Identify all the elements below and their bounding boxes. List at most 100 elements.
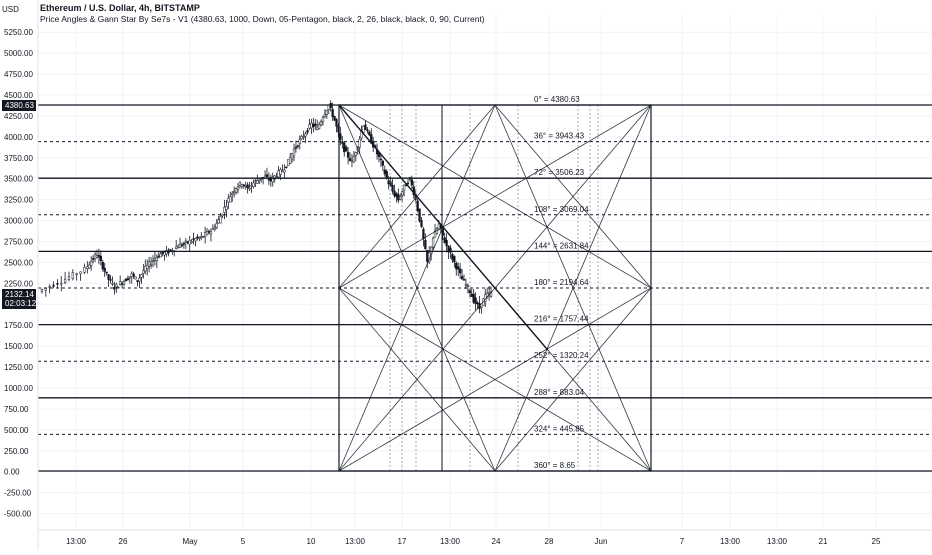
time-tick-label: 13:00 bbox=[440, 537, 461, 546]
candle-body bbox=[319, 121, 323, 126]
gann-level-label: 108° = 3069.04 bbox=[534, 205, 589, 214]
candle-body bbox=[451, 254, 454, 260]
candle-body bbox=[294, 146, 298, 149]
price-tick-label: 5250.00 bbox=[4, 28, 33, 37]
price-tick-label: 750.00 bbox=[4, 405, 29, 414]
gann-level-label: 36° = 3943.43 bbox=[534, 132, 585, 141]
candle-body bbox=[95, 255, 99, 258]
candle-body bbox=[256, 180, 259, 184]
candle-body bbox=[385, 171, 388, 179]
candle-body bbox=[48, 286, 51, 288]
candle-body bbox=[458, 268, 462, 274]
candle-body bbox=[63, 278, 67, 284]
candle-body bbox=[225, 206, 228, 210]
time-tick-label: 13:00 bbox=[345, 537, 366, 546]
candle-body bbox=[240, 184, 244, 187]
price-tick-label: 3750.00 bbox=[4, 154, 33, 163]
candle-body bbox=[304, 133, 307, 137]
symbol-title[interactable]: Ethereum / U.S. Dollar, 4h, BITSTAMP bbox=[40, 3, 200, 13]
candle-body bbox=[40, 289, 44, 293]
price-tick-label: 1500.00 bbox=[4, 342, 33, 351]
candle-body bbox=[153, 258, 157, 261]
candle-body bbox=[350, 159, 354, 162]
candle-body bbox=[91, 258, 95, 260]
candle-body bbox=[130, 273, 133, 277]
candle-body bbox=[219, 216, 222, 224]
candle-body bbox=[99, 255, 102, 261]
candle-body bbox=[335, 119, 338, 127]
candle-body bbox=[182, 243, 186, 245]
study-title[interactable]: Price Angles & Gann Star By Se7s - V1 (4… bbox=[40, 14, 485, 24]
candle-body bbox=[346, 151, 350, 158]
candle-body bbox=[234, 188, 238, 193]
candle-body bbox=[331, 109, 334, 118]
candle-body bbox=[138, 277, 141, 282]
candle-body bbox=[132, 273, 135, 277]
candle-body bbox=[136, 280, 139, 283]
candle-body bbox=[443, 237, 446, 243]
candle-body bbox=[416, 200, 419, 211]
candle-body bbox=[151, 260, 155, 262]
candle-body bbox=[223, 206, 226, 213]
candle-body bbox=[155, 257, 159, 261]
candle-body bbox=[389, 181, 392, 187]
candle-body bbox=[105, 271, 108, 274]
candle-body bbox=[402, 184, 406, 191]
candle-body bbox=[178, 243, 182, 248]
candle-body bbox=[433, 230, 437, 238]
candle-body bbox=[364, 124, 367, 130]
candle-body bbox=[93, 254, 97, 260]
candle-body bbox=[464, 284, 468, 286]
time-tick-label: 13:00 bbox=[767, 537, 788, 546]
price-tick-label: 0.00 bbox=[4, 468, 20, 477]
candle-body bbox=[445, 240, 448, 246]
candle-body bbox=[258, 179, 261, 182]
candle-body bbox=[88, 264, 91, 269]
time-tick-label: 28 bbox=[545, 537, 554, 546]
candle-body bbox=[175, 246, 178, 249]
candle-body bbox=[317, 124, 321, 129]
candle-body bbox=[140, 274, 143, 278]
candle-body bbox=[111, 283, 114, 285]
price-tick-label: 1750.00 bbox=[4, 321, 33, 330]
candle-body bbox=[200, 235, 203, 238]
candle-body bbox=[410, 179, 413, 186]
candle-body bbox=[472, 293, 475, 303]
candle-body bbox=[194, 238, 197, 242]
candle-body bbox=[246, 184, 249, 189]
candle-body bbox=[310, 123, 313, 129]
time-tick-label: 17 bbox=[398, 537, 407, 546]
time-tick-label: 13:00 bbox=[720, 537, 741, 546]
candle-body bbox=[120, 283, 124, 285]
candle-body bbox=[196, 236, 199, 239]
gann-level-label: 72° = 3506.23 bbox=[534, 168, 585, 177]
candle-body bbox=[271, 176, 274, 183]
candle-body bbox=[288, 157, 292, 164]
candle-body bbox=[232, 191, 236, 193]
gann-star-line bbox=[494, 287, 652, 472]
time-tick-label: 13:00 bbox=[66, 537, 87, 546]
time-tick-label: 24 bbox=[492, 537, 501, 546]
candle-body bbox=[437, 223, 441, 230]
candle-body bbox=[146, 265, 149, 269]
candle-body bbox=[159, 253, 162, 258]
candle-body bbox=[90, 260, 93, 267]
price-scale[interactable]: 5250.00 5000.00 4750.00 4500.00 4250.00 4000.… bbox=[4, 0, 39, 550]
candle-body bbox=[207, 230, 211, 233]
candle-body bbox=[213, 227, 216, 230]
gann-level-label: 216° = 1757.44 bbox=[534, 315, 589, 324]
candle-body bbox=[134, 276, 137, 280]
gann-level-label: 288° = 883.04 bbox=[534, 388, 585, 397]
candle-body bbox=[362, 125, 365, 133]
price-tick-label: 250.00 bbox=[4, 447, 29, 456]
candle-body bbox=[296, 145, 300, 147]
candle-body bbox=[169, 249, 172, 251]
candle-body bbox=[424, 239, 427, 250]
time-scale[interactable]: 13:00 26 May 5 10 13:00 17 13:00 24 28 Jun 7 13:00 13… bbox=[38, 529, 932, 546]
candle-body bbox=[455, 262, 458, 270]
candle-body bbox=[236, 186, 240, 190]
candle-body bbox=[391, 185, 394, 192]
candle-body bbox=[192, 238, 195, 240]
